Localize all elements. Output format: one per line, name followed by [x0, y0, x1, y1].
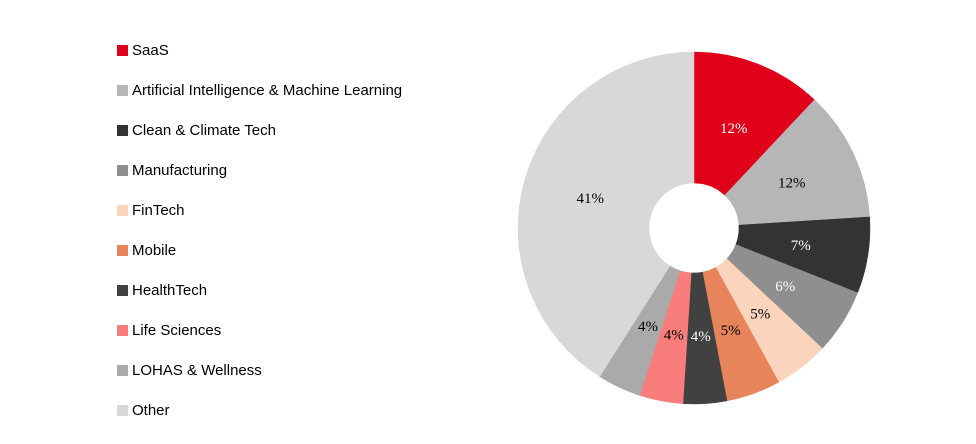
- legend-label-other: Other: [132, 401, 170, 419]
- legend-label-artificial-intelligence-machine-learning: Artificial Intelligence & Machine Learni…: [132, 81, 403, 99]
- legend-item-other: Other: [117, 390, 402, 430]
- pie-label-mobile: 5%: [721, 323, 741, 339]
- legend-item-clean-climate-tech: Clean & Climate Tech: [117, 110, 402, 150]
- pie-label-other: 41%: [577, 191, 605, 207]
- pie-slice-artificial-intelligence-machine-learning: [724, 99, 870, 226]
- legend-item-mobile: Mobile: [117, 230, 402, 270]
- pie-label-saas: 12%: [720, 121, 748, 137]
- pie-label-lohas-wellness: 4%: [638, 319, 658, 335]
- legend-item-manufacturing: Manufacturing: [117, 150, 402, 190]
- legend-label-healthtech: HealthTech: [132, 281, 208, 299]
- chart-legend: SaaS Artificial Intelligence & Machine Le…: [117, 30, 402, 430]
- legend-label-lohas-wellness: LOHAS & Wellness: [132, 361, 262, 379]
- pie-label-clean-climate-tech: 7%: [791, 238, 811, 254]
- legend-item-healthtech: HealthTech: [117, 270, 402, 310]
- legend-label-clean-climate-tech: Clean & Climate Tech: [132, 121, 276, 139]
- legend-swatch-manufacturing: [117, 164, 128, 176]
- legend-label-mobile: Mobile: [132, 241, 177, 259]
- pie-label-manufacturing: 6%: [775, 279, 795, 295]
- pie-label-life-sciences: 4%: [664, 327, 684, 343]
- pie-label-artificial-intelligence-machine-learning: 12%: [778, 175, 806, 191]
- pie-slice-other: [517, 51, 695, 377]
- legend-swatch-lohas-wellness: [117, 364, 128, 376]
- legend-swatch-mobile: [117, 244, 128, 256]
- legend-swatch-other: [117, 404, 128, 416]
- legend-item-fintech: FinTech: [117, 190, 402, 230]
- legend-swatch-artificial-intelligence-machine-learning: [117, 84, 128, 96]
- legend-swatch-healthtech: [117, 284, 128, 296]
- legend-label-manufacturing: Manufacturing: [132, 161, 228, 179]
- legend-item-saas: SaaS: [117, 30, 402, 70]
- legend-swatch-life-sciences: [117, 324, 128, 336]
- legend-label-fintech: FinTech: [132, 201, 185, 219]
- legend-label-life-sciences: Life Sciences: [132, 321, 222, 339]
- legend-label-saas: SaaS: [132, 41, 169, 59]
- legend-swatch-saas: [117, 44, 128, 56]
- legend-item-lohas-wellness: LOHAS & Wellness: [117, 350, 402, 390]
- pie-slice-saas: [693, 51, 815, 196]
- legend-swatch-clean-climate-tech: [117, 124, 128, 136]
- pie-label-healthtech: 4%: [691, 329, 711, 345]
- pie-label-fintech: 5%: [750, 307, 770, 323]
- legend-item-life-sciences: Life Sciences: [117, 310, 402, 350]
- legend-item-artificial-intelligence-machine-learning: Artificial Intelligence & Machine Learni…: [117, 70, 402, 110]
- legend-swatch-fintech: [117, 204, 128, 216]
